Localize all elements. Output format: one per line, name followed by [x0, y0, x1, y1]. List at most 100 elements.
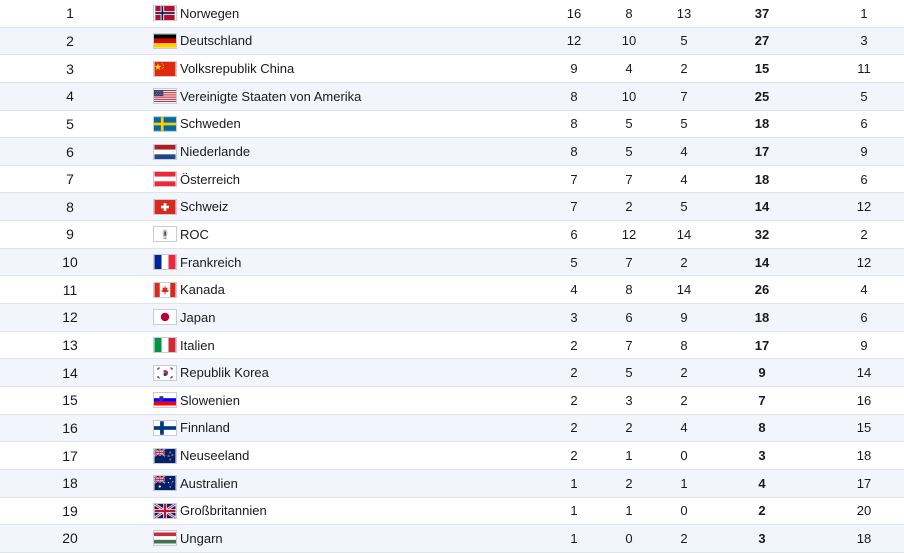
country-name-cell[interactable]: Österreich — [180, 171, 240, 187]
gold-count-cell: 1 — [570, 475, 578, 491]
country-name-cell[interactable]: Republik Korea — [180, 365, 269, 381]
rank-cell: 11 — [62, 281, 78, 298]
gold-count-cell: 2 — [570, 392, 578, 408]
country-name-cell[interactable]: Deutschland — [180, 33, 253, 49]
country-name-cell[interactable]: Neuseeland — [180, 448, 250, 464]
total-count-cell: 14 — [754, 254, 770, 270]
table-row[interactable]: 19 Großbritannien 1 1 0 2 20 — [0, 498, 904, 526]
rank-by-total-cell: 9 — [860, 337, 868, 353]
table-row[interactable]: 16 Finnland 2 2 4 8 15 — [0, 414, 904, 443]
rank-cell: 19 — [62, 502, 78, 519]
rank-cell: 14 — [62, 364, 78, 381]
rank-cell: 7 — [66, 171, 74, 188]
rank-by-total-cell: 17 — [856, 475, 872, 491]
rank-by-total-cell: 5 — [860, 88, 868, 104]
bronze-count-cell: 2 — [680, 392, 688, 408]
gold-count-cell: 2 — [570, 448, 578, 464]
table-row[interactable]: 20 Ungarn 1 0 2 3 18 — [0, 525, 904, 553]
silver-count-cell: 8 — [625, 5, 633, 21]
country-name-cell[interactable]: Italien — [180, 337, 215, 353]
table-row[interactable]: 3 Volksrepublik China 9 4 2 15 11 — [0, 55, 904, 83]
rank-by-total-cell: 12 — [856, 254, 872, 270]
norway-flag-icon — [153, 5, 177, 22]
total-count-cell: 32 — [754, 226, 770, 242]
gold-count-cell: 1 — [570, 530, 578, 546]
silver-count-cell: 2 — [625, 199, 633, 215]
table-row[interactable]: 14 Republik Korea 2 5 2 9 14 — [0, 359, 904, 387]
total-count-cell: 3 — [758, 530, 766, 546]
rank-by-total-cell: 18 — [856, 530, 872, 546]
rank-by-total-cell: 16 — [856, 392, 872, 408]
country-name-cell[interactable]: Schweden — [180, 116, 241, 132]
gold-count-cell: 3 — [570, 309, 578, 325]
silver-count-cell: 3 — [625, 392, 633, 408]
silver-count-cell: 1 — [625, 448, 633, 464]
new-zealand-flag-icon — [153, 447, 177, 464]
table-row[interactable]: 7 Österreich 7 7 4 18 6 — [0, 166, 904, 194]
country-name-cell[interactable]: Niederlande — [180, 144, 251, 160]
table-row[interactable]: 11 Kanada 4 8 14 26 4 — [0, 276, 904, 305]
rank-by-total-cell: 18 — [856, 448, 872, 464]
bronze-count-cell: 13 — [676, 5, 692, 21]
bronze-count-cell: 5 — [680, 199, 688, 215]
bronze-count-cell: 1 — [680, 475, 688, 491]
gold-count-cell: 2 — [570, 337, 578, 353]
total-count-cell: 18 — [754, 116, 770, 132]
bronze-count-cell: 9 — [680, 309, 688, 325]
france-flag-icon — [153, 254, 177, 271]
table-row[interactable]: 9 ROC 6 12 14 32 2 — [0, 221, 904, 249]
rank-by-total-cell: 2 — [860, 226, 868, 242]
canada-flag-icon — [153, 281, 177, 298]
japan-flag-icon — [153, 309, 177, 326]
total-count-cell: 18 — [754, 171, 770, 187]
table-row[interactable]: 1 Norwegen 16 8 13 37 1 — [0, 0, 904, 28]
country-name-cell[interactable]: Norwegen — [180, 5, 240, 21]
bronze-count-cell: 5 — [680, 33, 688, 49]
rank-cell: 12 — [62, 309, 78, 326]
country-name-cell[interactable]: Volksrepublik China — [180, 61, 295, 77]
gold-count-cell: 7 — [570, 199, 578, 215]
gold-count-cell: 2 — [570, 365, 578, 381]
table-row[interactable]: 8 Schweiz 7 2 5 14 12 — [0, 193, 904, 222]
silver-count-cell: 7 — [625, 171, 633, 187]
country-name-cell[interactable]: Slowenien — [180, 392, 240, 408]
rank-by-total-cell: 3 — [860, 33, 868, 49]
country-name-cell[interactable]: Finnland — [180, 420, 230, 436]
bronze-count-cell: 8 — [680, 337, 688, 353]
table-row[interactable]: 17 Neuseeland 2 1 0 3 18 — [0, 442, 904, 470]
table-row[interactable]: 4 Vereinigte Staaten von Amerika 8 10 7 25 5 — [0, 82, 904, 111]
table-row[interactable]: 15 Slowenien 2 3 2 7 16 — [0, 387, 904, 415]
table-row[interactable]: 12 Japan 3 6 9 18 6 — [0, 304, 904, 332]
country-name-cell[interactable]: Frankreich — [180, 254, 242, 270]
country-name-cell[interactable]: Ungarn — [180, 530, 223, 546]
country-name-cell[interactable]: ROC — [180, 226, 209, 242]
switzerland-flag-icon — [153, 198, 177, 215]
table-row[interactable]: 13 Italien 2 7 8 17 9 — [0, 332, 904, 360]
country-name-cell[interactable]: Japan — [180, 309, 216, 325]
rank-cell: 18 — [62, 475, 78, 492]
total-count-cell: 9 — [758, 365, 766, 381]
total-count-cell: 15 — [754, 61, 770, 77]
roc-flag-icon — [153, 226, 177, 243]
usa-flag-icon — [153, 88, 177, 105]
table-row[interactable]: 18 Australien 1 2 1 4 17 — [0, 469, 904, 498]
table-row[interactable]: 10 Frankreich 5 7 2 14 12 — [0, 248, 904, 277]
country-name-cell[interactable]: Kanada — [180, 282, 225, 298]
rank-by-total-cell: 12 — [856, 199, 872, 215]
rank-cell: 1 — [66, 5, 74, 22]
gold-count-cell: 8 — [570, 88, 578, 104]
silver-count-cell: 7 — [625, 337, 633, 353]
table-row[interactable]: 6 Niederlande 8 5 4 17 9 — [0, 138, 904, 166]
table-row[interactable]: 5 Schweden 8 5 5 18 6 — [0, 111, 904, 139]
gold-count-cell: 5 — [570, 254, 578, 270]
country-name-cell[interactable]: Großbritannien — [180, 503, 267, 519]
country-name-cell[interactable]: Australien — [180, 475, 238, 491]
country-name-cell[interactable]: Vereinigte Staaten von Amerika — [180, 88, 362, 104]
table-row[interactable]: 2 Deutschland 12 10 5 27 3 — [0, 27, 904, 56]
gold-count-cell: 12 — [566, 33, 582, 49]
total-count-cell: 8 — [758, 420, 766, 436]
rank-cell: 8 — [66, 198, 74, 215]
bronze-count-cell: 4 — [680, 144, 688, 160]
country-name-cell[interactable]: Schweiz — [180, 199, 229, 215]
